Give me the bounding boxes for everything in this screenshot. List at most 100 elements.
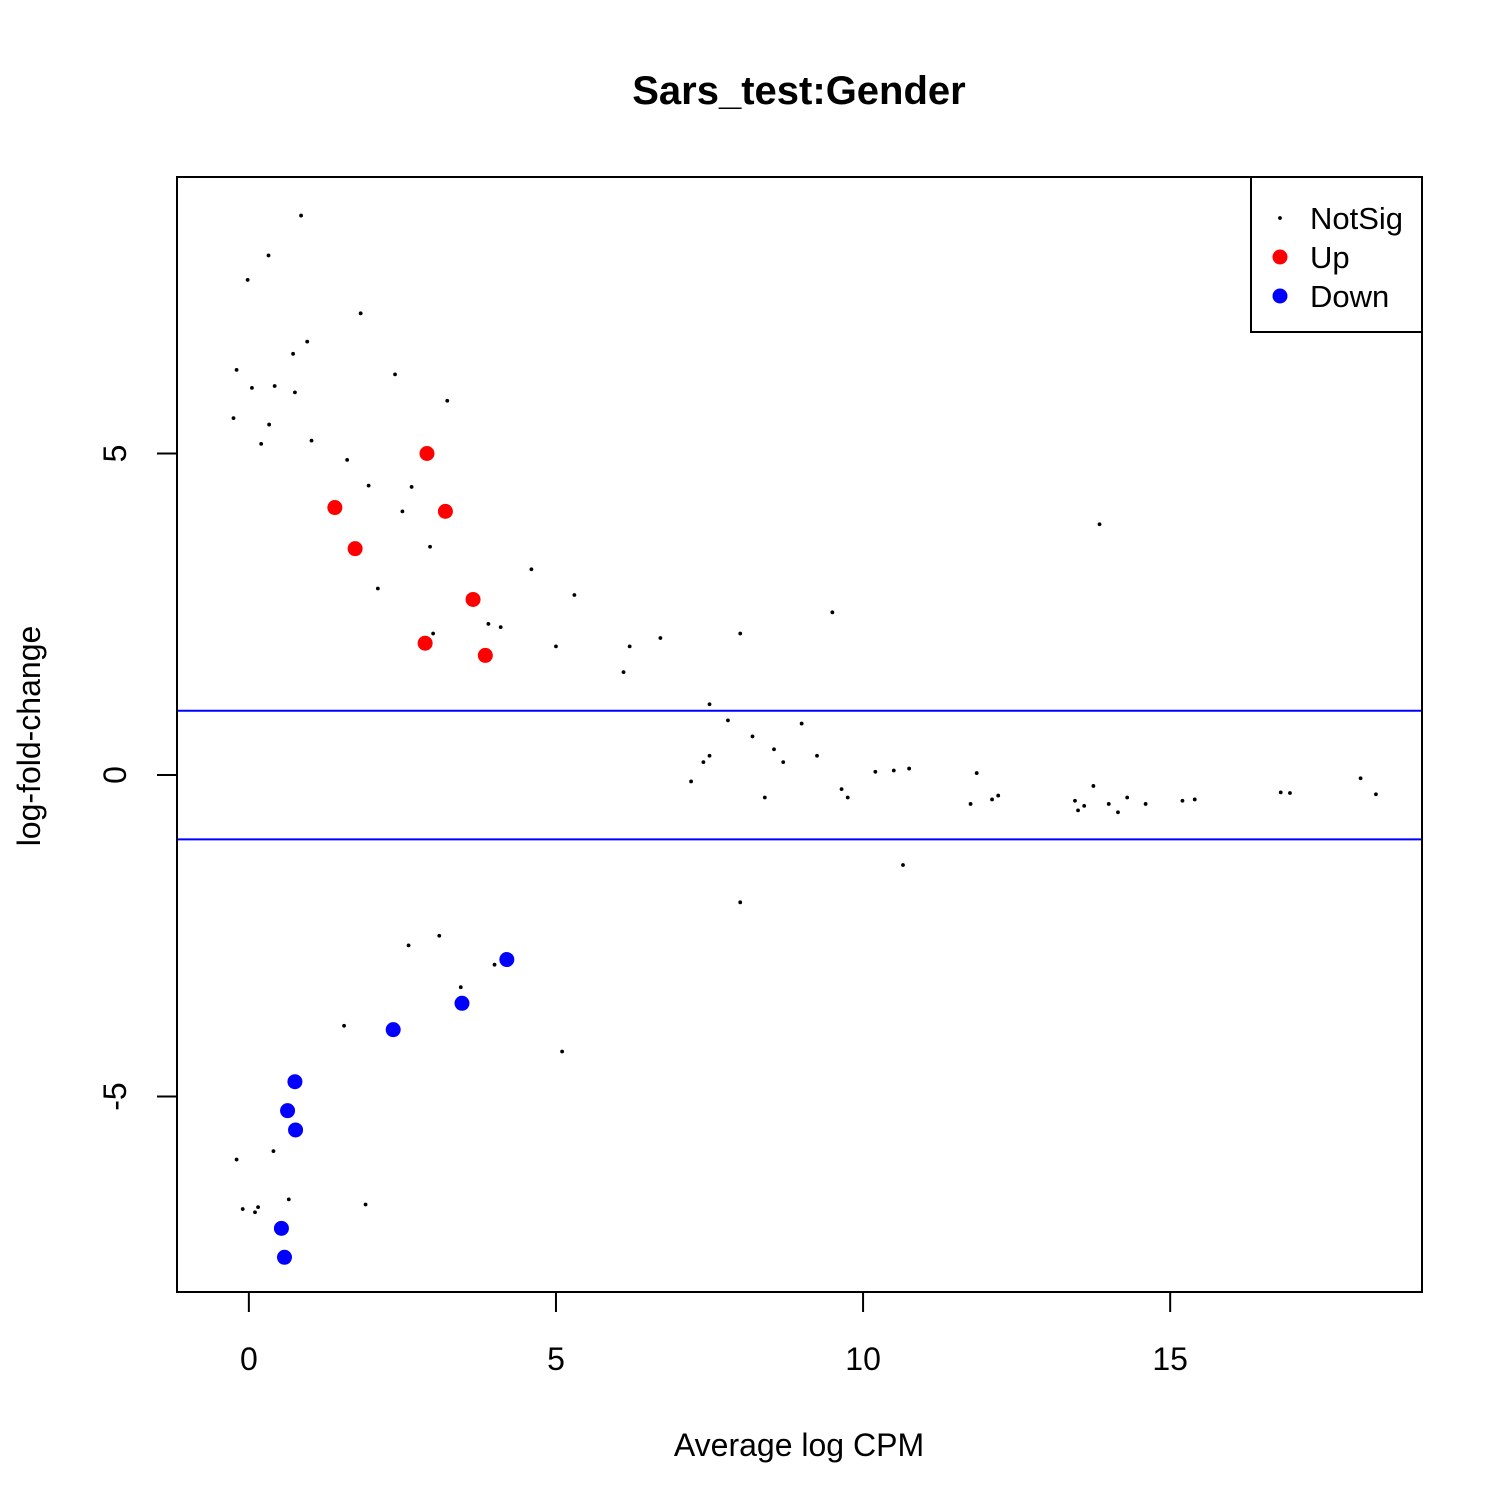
- notsig-point-43: [990, 797, 994, 802]
- notsig-point-22: [529, 567, 534, 572]
- notsig-point-10: [445, 398, 450, 403]
- notsig-point-31: [799, 721, 804, 726]
- notsig-point-32: [750, 734, 755, 739]
- notsig-point-41: [845, 795, 850, 800]
- notsig-point-64: [240, 1207, 245, 1211]
- notsig-point-13: [267, 422, 272, 427]
- notsig-point-18: [409, 485, 414, 489]
- up-point-2: [437, 503, 453, 519]
- notsig-point-28: [621, 670, 626, 675]
- notsig-point-51: [1125, 795, 1130, 800]
- y-axis-label: log-fold-change: [11, 626, 47, 847]
- notsig-point-40: [839, 787, 844, 792]
- notsig-point-68: [271, 1149, 276, 1154]
- notsig-point-45: [1073, 798, 1077, 803]
- threshold-lines: [177, 709, 1422, 841]
- notsig-point-16: [345, 458, 350, 462]
- notsig-point-8: [250, 386, 254, 390]
- notsig-point-27: [627, 644, 632, 649]
- plot-frame: [176, 176, 1423, 1293]
- notsig-point-71: [689, 779, 693, 784]
- notsig-point-9: [272, 384, 277, 388]
- notsig-point-58: [1374, 792, 1378, 797]
- legend-label-notsig: NotSig: [1310, 201, 1403, 236]
- x-tick-label-1: 5: [547, 1341, 565, 1377]
- notsig-point-42: [968, 802, 973, 806]
- notsig-point-54: [1192, 797, 1197, 802]
- notsig-point-21: [428, 544, 432, 549]
- down-point-4: [280, 1103, 296, 1119]
- notsig-point-17: [366, 483, 371, 488]
- chart-title: Sars_test:Gender: [632, 69, 965, 113]
- notsig-point-67: [234, 1157, 239, 1162]
- x-tick-label-3: 15: [1152, 1341, 1188, 1377]
- notsig-point-70: [701, 760, 706, 765]
- legend: NotSig Up Down: [1250, 176, 1423, 333]
- notsig-point-75: [498, 625, 503, 630]
- up-point-4: [465, 591, 481, 607]
- notsig-point-0: [299, 213, 303, 218]
- notsig-point-47: [1082, 803, 1087, 808]
- notsig-point-80: [342, 1023, 346, 1028]
- notsig-point-20: [1097, 522, 1102, 527]
- notsig-point-14: [259, 441, 264, 446]
- notsig-point-44: [996, 793, 1001, 798]
- down-point-5: [288, 1122, 304, 1138]
- data-points: [231, 213, 1378, 1265]
- notsig-point-15: [309, 438, 314, 443]
- legend-label-down: Down: [1310, 279, 1389, 314]
- notsig-point-23: [572, 593, 577, 597]
- notsig-point-19: [400, 509, 405, 514]
- down-point-2: [385, 1022, 401, 1038]
- notsig-point-36: [873, 769, 878, 774]
- legend-marker-up: [1272, 249, 1288, 265]
- x-tick-label-2: 10: [845, 1341, 881, 1377]
- down-point-1: [454, 995, 470, 1011]
- notsig-point-48: [1091, 784, 1096, 788]
- notsig-point-72: [762, 795, 767, 800]
- up-point-5: [417, 635, 433, 651]
- notsig-point-63: [286, 1197, 291, 1202]
- notsig-point-38: [907, 766, 912, 771]
- notsig-point-76: [554, 644, 558, 649]
- notsig-point-35: [815, 753, 819, 758]
- down-point-0: [499, 952, 515, 968]
- notsig-point-66: [256, 1205, 260, 1210]
- y-tick-label-2: 5: [97, 445, 133, 463]
- notsig-point-62: [363, 1202, 368, 1207]
- up-point-0: [419, 445, 435, 461]
- down-point-7: [276, 1249, 292, 1265]
- notsig-point-46: [1076, 808, 1080, 813]
- notsig-point-26: [658, 636, 663, 640]
- notsig-point-77: [375, 586, 380, 591]
- notsig-point-55: [1278, 790, 1283, 795]
- notsig-point-81: [406, 943, 411, 948]
- notsig-point-2: [245, 277, 250, 282]
- notsig-point-39: [974, 771, 979, 775]
- down-point-6: [273, 1220, 289, 1236]
- notsig-point-3: [358, 311, 363, 316]
- notsig-point-37: [891, 768, 896, 773]
- x-axis-label: Average log CPM: [674, 1427, 924, 1463]
- notsig-point-12: [231, 416, 236, 421]
- notsig-point-82: [437, 933, 442, 938]
- notsig-point-29: [707, 702, 712, 707]
- notsig-point-5: [291, 351, 295, 356]
- notsig-point-73: [431, 631, 436, 636]
- notsig-point-65: [253, 1210, 257, 1215]
- notsig-point-56: [1288, 791, 1292, 795]
- up-point-1: [327, 500, 343, 516]
- notsig-point-79: [492, 962, 497, 967]
- notsig-point-57: [1358, 776, 1363, 781]
- notsig-point-61: [560, 1049, 565, 1054]
- notsig-point-1: [266, 253, 271, 258]
- notsig-point-49: [1106, 802, 1111, 806]
- notsig-point-4: [305, 339, 310, 344]
- up-point-3: [347, 541, 363, 557]
- notsig-point-74: [486, 622, 491, 626]
- notsig-point-69: [707, 753, 712, 758]
- notsig-point-34: [781, 760, 786, 765]
- notsig-point-53: [1180, 798, 1185, 803]
- notsig-point-60: [738, 900, 743, 905]
